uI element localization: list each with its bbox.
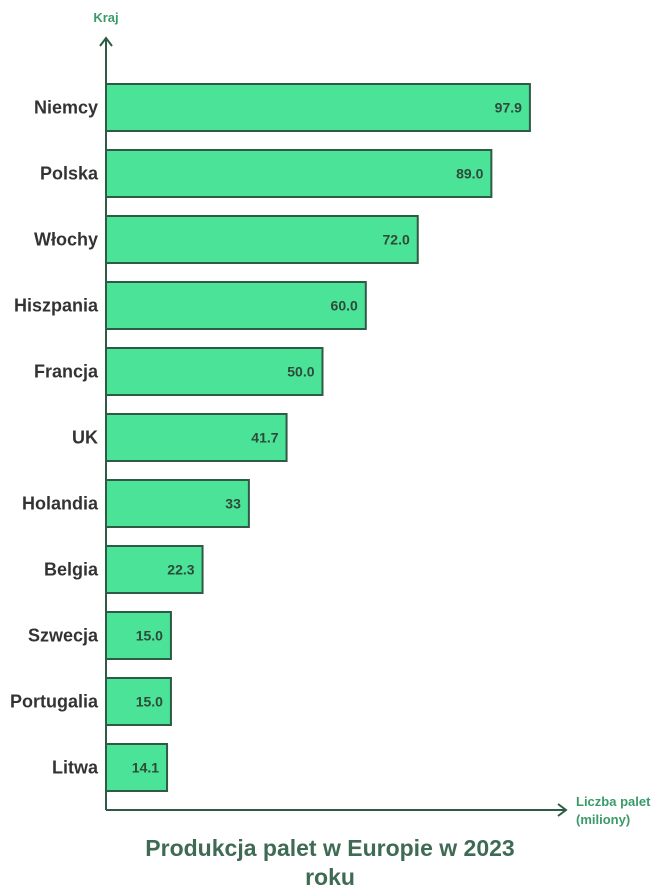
category-label: Niemcy [34, 98, 98, 118]
bar-holandia [105, 479, 250, 528]
bar-szwecja [105, 611, 172, 660]
value-label: 15.0 [136, 694, 163, 710]
value-label: 72.0 [383, 232, 410, 248]
bar-niemcy [105, 83, 531, 132]
value-label: 41.7 [251, 430, 278, 446]
category-label: Polska [40, 164, 99, 184]
x-axis-arrow-icon [557, 803, 568, 817]
value-label: 33 [225, 496, 241, 512]
bars: Niemcy 97.9 Polska 89.0 Włochy 72.0 Hiszpania 6… [10, 83, 531, 792]
category-label: Litwa [52, 758, 99, 778]
category-label: Hiszpania [14, 296, 99, 316]
value-label: 22.3 [167, 562, 194, 578]
axes: Kraj Liczba palet (miliony) [93, 10, 651, 827]
category-label: Włochy [34, 230, 98, 250]
x-axis-title-line-1: Liczba palet [576, 794, 651, 809]
category-label: Portugalia [10, 692, 99, 712]
x-axis-title-line-2: (miliony) [576, 812, 630, 827]
y-axis-arrow-icon [99, 36, 113, 47]
bar-litwa [105, 743, 169, 792]
bar-włochy [105, 215, 419, 264]
category-label: Belgia [44, 560, 99, 580]
value-label: 97.9 [495, 100, 522, 116]
value-label: 89.0 [456, 166, 483, 182]
value-label: 50.0 [287, 364, 314, 380]
value-label: 60.0 [331, 298, 358, 314]
value-label: 15.0 [136, 628, 163, 644]
value-label: 14.1 [132, 760, 159, 776]
bar-hiszpania [105, 281, 367, 330]
y-axis-title: Kraj [93, 10, 118, 25]
category-label: Francja [34, 362, 99, 382]
bar-polska [105, 149, 493, 198]
chart-title: Produkcja palet w Europie w 2023 roku [145, 835, 515, 890]
category-label: UK [72, 428, 98, 448]
category-label: Szwecja [28, 626, 99, 646]
category-label: Holandia [22, 494, 99, 514]
bar-uk [105, 413, 288, 462]
bar-belgia [105, 545, 204, 594]
